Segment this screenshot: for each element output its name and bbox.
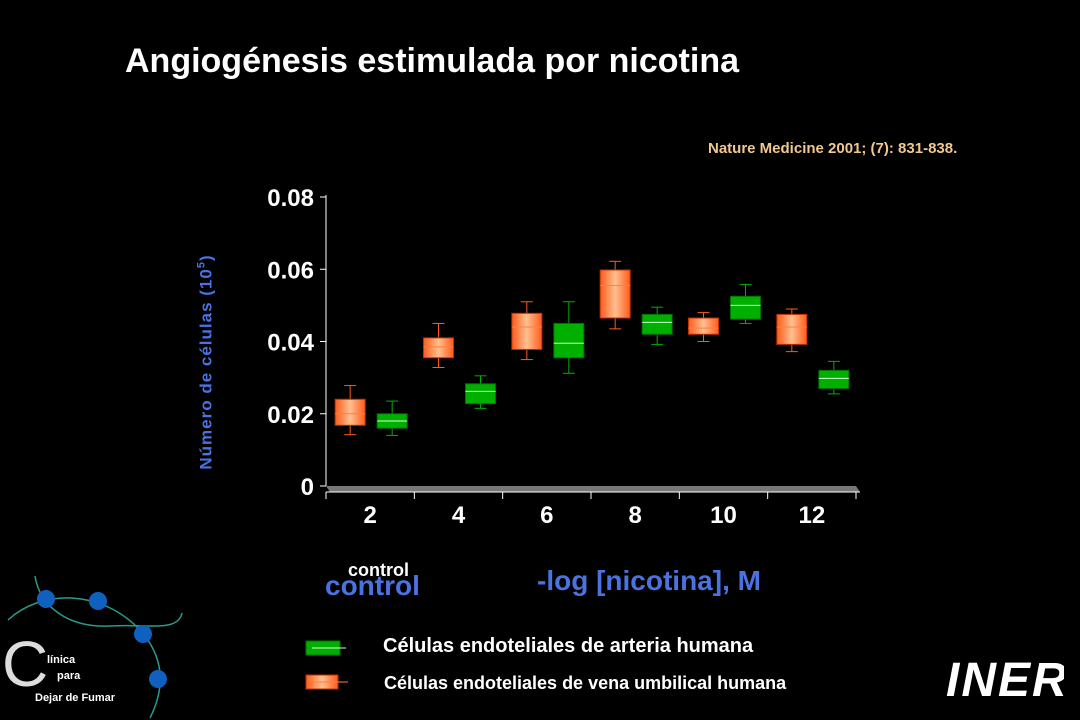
iner-logo: INER [946,654,1064,704]
logo-dot [134,625,152,643]
y-tick-label: 0.02 [267,402,314,429]
legend-swatch-vein [305,674,348,690]
box-iqr [465,383,496,405]
x-axis-label: -log [nicotina], M [537,565,761,596]
logo-dot [149,670,167,688]
box-iqr [776,313,808,345]
x-tick-label: 2 [363,502,376,529]
vein-box [776,308,808,353]
x-tick-label: 6 [540,502,553,529]
box-iqr [423,337,454,359]
citation: Nature Medicine 2001; (7): 831-838. [708,140,958,157]
logo-big-letter: C [2,628,48,700]
box-iqr [334,398,366,426]
vein-box [423,322,454,369]
logo-dot [89,592,107,610]
box-iqr [599,269,631,319]
x-tick-label: 10 [710,502,737,529]
artery-box [818,360,850,395]
y-tick-label: 0.06 [267,257,314,284]
box-iqr [730,295,761,320]
y-tick-label: 0 [301,474,314,501]
legend-label-vein: Células endoteliales de vena umbilical h… [384,673,787,693]
artery-box [465,375,496,409]
box-iqr [641,313,673,335]
artery-box [553,301,585,374]
artery-box [641,306,673,345]
box-iqr [818,369,850,389]
x-tick-label: 4 [452,502,466,529]
box-iqr [688,317,719,335]
box-iqr [553,322,585,359]
logo-line-2: para [57,670,81,682]
artery-box [730,283,761,324]
x-tick-label: 8 [628,502,641,529]
y-tick-label: 0.08 [267,185,314,212]
legend-label-artery: Células endoteliales de arteria humana [383,635,754,657]
clinica-logo: C línica para Dejar de Fumar [2,575,183,719]
logo-line-3: Dejar de Fumar [35,692,116,704]
vein-box [334,385,366,436]
iner-logo-text: INER [946,654,1064,704]
slide-title: Angiogénesis estimulada por nicotina [125,42,739,80]
vein-box [688,312,719,342]
x-tick-label: 12 [798,502,825,529]
control-label-large: control [325,570,420,601]
control-label-small: control [348,560,409,580]
box-iqr [511,312,543,350]
legend-swatch-artery [305,640,346,656]
artery-box [376,400,408,436]
logo-dot [37,590,55,608]
vein-box [599,260,631,330]
plot-floor [326,486,860,492]
y-tick-label: 0.04 [267,330,314,357]
vein-box [511,301,543,361]
logo-line-1: línica [47,654,76,666]
